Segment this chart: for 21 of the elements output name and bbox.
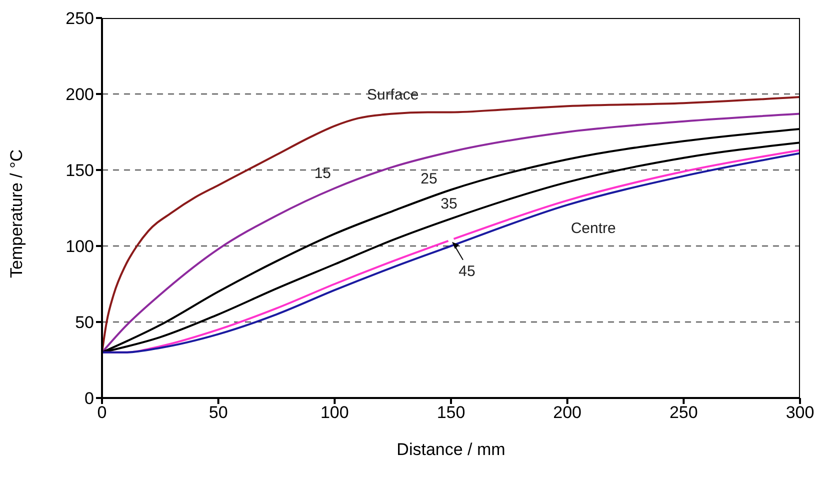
series-label: 35	[440, 196, 458, 213]
y-axis-title: Temperature / °C	[7, 149, 26, 278]
x-tick-label: 0	[97, 403, 107, 422]
y-tick-label: 250	[66, 9, 94, 28]
x-tick-label: 150	[436, 403, 466, 422]
y-tick-label: 0	[84, 389, 94, 408]
y-tick-label: 50	[75, 313, 94, 332]
x-axis-title: Distance / mm	[396, 440, 506, 459]
series-label: 25	[420, 170, 438, 188]
x-tick-label: 100	[320, 403, 349, 422]
x-tick-label: 200	[553, 403, 582, 422]
y-tick-label: 150	[66, 161, 94, 180]
x-tick-label: 300	[786, 403, 814, 422]
x-tick-label: 50	[208, 403, 228, 422]
series-label: Surface	[366, 86, 419, 104]
y-tick-label: 200	[66, 85, 94, 104]
y-tick-label: 100	[66, 237, 94, 256]
x-tick-label: 250	[669, 403, 698, 422]
series-label: 15	[314, 165, 332, 182]
annotation: 45	[458, 262, 476, 280]
series-label: Centre	[570, 220, 616, 237]
